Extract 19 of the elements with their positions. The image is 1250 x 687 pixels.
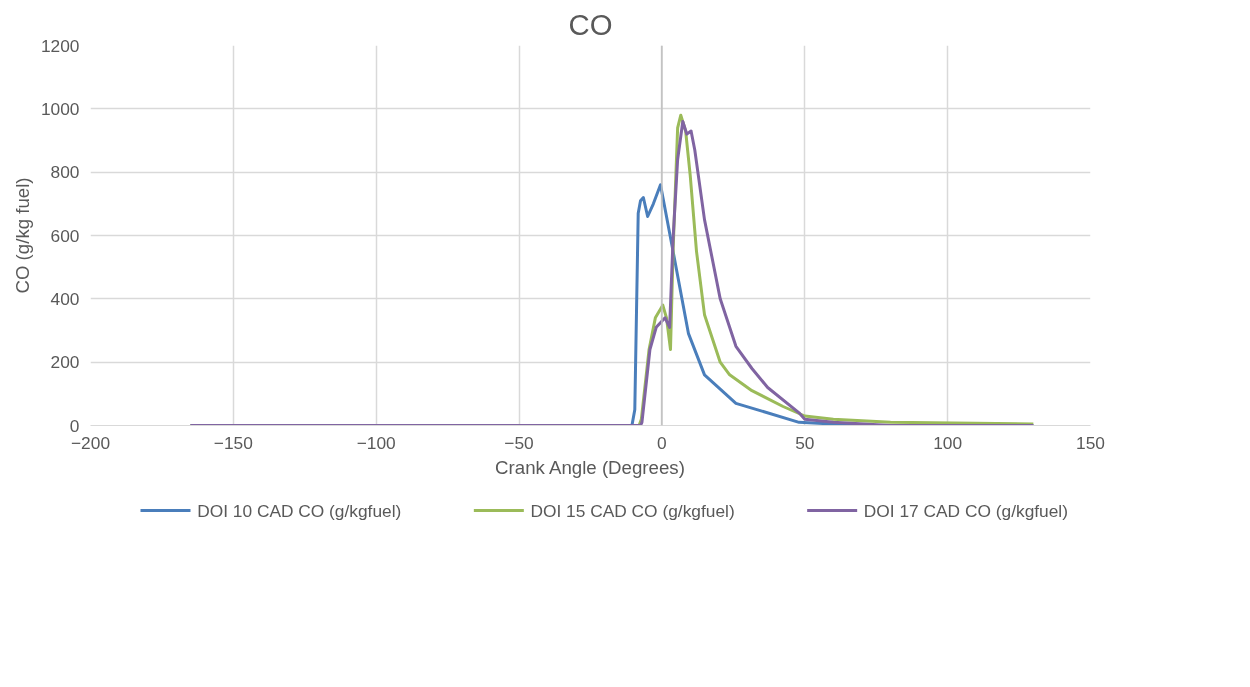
y-tick-label: 600 [50,225,80,246]
legend-label: DOI 10 CAD CO (g/kgfuel) [197,500,402,521]
legend-label: DOI 17 CAD CO (g/kgfuel) [863,500,1068,521]
y-tick-label: 1000 [40,98,80,119]
x-tick-label: 0 [657,432,667,453]
y-tick-label: 400 [50,288,80,309]
x-tick-label: 150 [1076,432,1105,453]
y-tick-label: 1200 [40,35,80,56]
y-tick-label: 800 [50,162,80,183]
x-axis-title: Crank Angle (Degrees) [495,456,685,478]
legend-label: DOI 15 CAD CO (g/kgfuel) [530,500,735,521]
x-tick-label: −150 [213,432,253,453]
x-tick-label: −50 [504,432,534,453]
x-tick-label: 100 [933,432,963,453]
y-tick-label: 200 [50,352,80,373]
x-tick-label: −100 [356,432,396,453]
y-axis-title: CO (g/kg fuel) [11,177,33,294]
x-tick-label: 50 [795,432,815,453]
chart-title: CO [568,7,613,41]
